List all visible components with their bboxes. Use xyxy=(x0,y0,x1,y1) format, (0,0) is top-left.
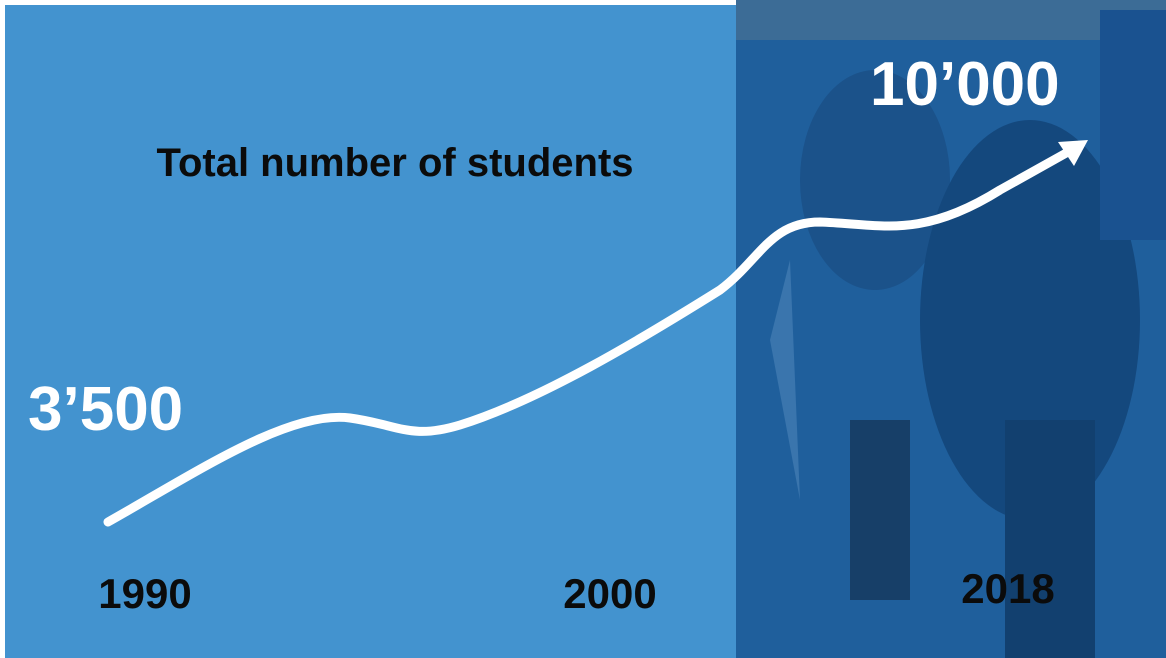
left-panel xyxy=(5,5,736,658)
year-label: 2000 xyxy=(563,570,656,617)
title: Total number of students xyxy=(156,141,633,185)
year-label: 2018 xyxy=(961,565,1054,612)
end-value: 10’000 xyxy=(870,50,1060,119)
photo-panel xyxy=(736,0,1166,658)
arrow-head xyxy=(1058,140,1088,166)
year-label: 1990 xyxy=(98,570,191,617)
start-value: 3’500 xyxy=(28,375,183,444)
growth-curve xyxy=(103,147,1073,527)
